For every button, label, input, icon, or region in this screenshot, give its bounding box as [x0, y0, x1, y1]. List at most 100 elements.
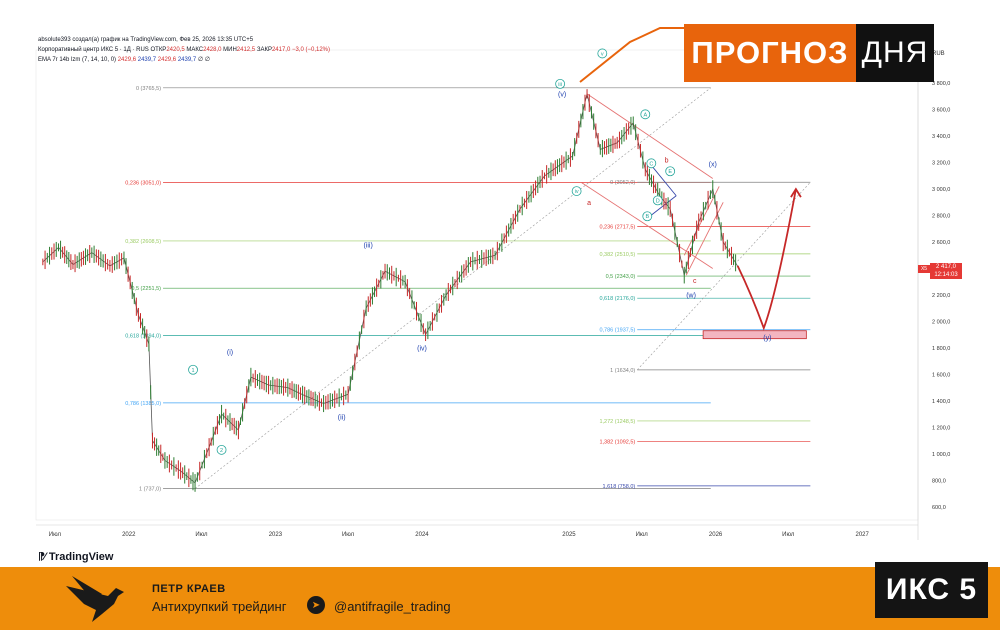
plot-frame	[35, 49, 919, 521]
ema-info: EMA 7r 14b lzm (7, 14, 10, 0) 2429,6 243…	[38, 56, 210, 64]
banner-left: ПРОГНОЗ	[684, 24, 856, 82]
last-price-badge: X5	[918, 265, 930, 273]
wave-marker	[640, 109, 651, 120]
fib-level-label: 0,382 (2608,5)	[125, 239, 161, 245]
fib-level-label: 0,236 (3051,0)	[125, 180, 161, 186]
x-tick-label: Июл	[342, 532, 355, 538]
chart-grid	[35, 49, 919, 540]
wave-label: (w)	[686, 293, 696, 300]
ohlc-value-3: 2417,0	[271, 47, 291, 53]
fib2-level-label: 1,272 (1248,5)	[599, 419, 635, 425]
ema-value-4: 2439,7	[177, 57, 197, 63]
x-axis: Июл 2022 Июл 2023 Июл 2024 2025 Июл 2026 Июл 2027	[49, 532, 870, 538]
wave-label: (iv)	[417, 346, 427, 353]
x-tick-label: 2026	[709, 532, 723, 538]
triangle-line-2	[650, 165, 677, 197]
wave-label: (x)	[709, 162, 717, 169]
forecast-banner: ПРОГНОЗ ДНЯ	[684, 24, 934, 82]
y-tick-label: 600,0	[932, 505, 946, 511]
fib2-level-label: 0,382 (2510,5)	[599, 252, 635, 258]
wave-label: b	[665, 158, 669, 165]
wave-label: iii	[558, 82, 562, 88]
y-tick-label: 1 000,0	[932, 452, 950, 458]
price-series	[42, 89, 739, 492]
y-tick-label: 1 600,0	[932, 372, 950, 378]
fib-level-label: 1 (737,0)	[139, 487, 161, 493]
banner-right: ДНЯ	[856, 24, 934, 82]
target-zone	[702, 330, 807, 340]
fib-extension-secondary: 0 (3052,0) 0,236 (2717,5) 0,382 (2510,5) 0,…	[599, 180, 811, 490]
y-tick-label: 3 800,0	[932, 81, 950, 87]
banner-right-text: ДНЯ	[861, 36, 929, 69]
forecast-curve	[736, 188, 797, 331]
forecast-arrowhead	[790, 187, 802, 198]
y-axis: 600,0 800,0 1 000,0 1 200,0 1 400,0 1 600,0 1 …	[932, 51, 950, 511]
ticker-box: ИКС 5	[875, 562, 988, 618]
author-name: ПЕТР КРАЕВ	[152, 583, 226, 595]
wedge-top-line	[586, 93, 714, 179]
fib2-level-label: 0,236 (2717,5)	[599, 225, 635, 231]
x-tick-label: 2022	[122, 532, 136, 538]
x-tick-label: Июл	[636, 532, 649, 538]
footer-bar: ПЕТР КРАЕВ Антихрупкий трейдинг ➤ @antif…	[0, 567, 1000, 630]
currency-label: RUB	[932, 51, 945, 57]
last-price-value: 2 417,0	[935, 264, 957, 270]
wave-marker	[642, 211, 653, 222]
tradingview-text: TradingView	[48, 550, 114, 563]
wave-label: iv	[575, 189, 579, 195]
ohlc-value-1: 2428,0	[203, 47, 222, 53]
fib2-level-label: 0 (3052,0)	[610, 180, 635, 186]
bird-logo-icon	[66, 576, 124, 622]
fib2-level-label: 1,618 (758,0)	[603, 484, 636, 490]
wave-label: (ii)	[338, 414, 346, 421]
wave-label: E	[668, 169, 672, 175]
published-line: absolute393 создал(а) график на TradingV…	[38, 37, 254, 43]
ohlc-value-4: −3,0 (−0,12%)	[291, 47, 331, 53]
x-tick-label: 2025	[562, 532, 576, 538]
x-tick-label: Июл	[782, 532, 795, 538]
ticker-text: ИКС 5	[885, 573, 978, 606]
fib-retracement-main: 0 (3765,5) 0,236 (3051,0) 0,382 (2608,5) 0,…	[125, 86, 711, 493]
x-tick-label: Июл	[195, 532, 208, 538]
wave-marker	[571, 186, 582, 196]
trend-drawings	[579, 27, 807, 340]
fib2-trend-line	[637, 182, 811, 371]
x-tick-label: 2027	[855, 532, 869, 538]
ema-value-2: 2439,7	[137, 57, 157, 63]
wave-marker	[665, 166, 676, 177]
telegram-icon: ➤	[307, 596, 325, 614]
wave-label: A	[643, 112, 647, 118]
ohlc-label-0: ОТКР	[150, 47, 167, 53]
wave-marker	[188, 364, 198, 375]
x-tick-label: Июл	[49, 532, 62, 538]
wave-marker	[216, 444, 227, 455]
wave-label: 2	[220, 448, 223, 454]
wave-marker	[652, 195, 663, 206]
ohlc-values: ОТКР2420,5 МАКС2428,0 МИН2412,5 ЗАКР2417…	[150, 47, 330, 53]
y-tick-label: 3 600,0	[932, 108, 950, 114]
y-tick-label: 3 200,0	[932, 161, 950, 167]
ohlc-label-3: ЗАКР	[255, 47, 272, 53]
ema-value-3: 2429,6	[157, 57, 177, 63]
wave-marker	[597, 48, 608, 59]
telegram-handle[interactable]: @antifragile_trading	[334, 599, 451, 614]
fib2-level-label: 0,5 (2343,0)	[606, 274, 636, 280]
x-tick-label: 2024	[415, 532, 429, 538]
wave-marker	[646, 158, 657, 169]
ohlc-value-0: 2420,5	[166, 47, 185, 53]
ohlc-label-2: МИН	[221, 47, 237, 53]
triangle-line-1	[647, 195, 677, 219]
last-price-countdown: 12:14:03	[934, 272, 958, 278]
y-tick-label: 3 400,0	[932, 134, 950, 140]
y-tick-label: 1 800,0	[932, 346, 950, 352]
fib-level-label: 0,786 (1385,0)	[125, 401, 161, 407]
x-tick-label: 2023	[269, 532, 283, 538]
forecast-path	[736, 187, 802, 331]
wave-label: C	[649, 161, 653, 167]
y-tick-label: 1 200,0	[932, 425, 950, 431]
y-tick-label: 2 800,0	[932, 214, 950, 220]
banner-arrow	[579, 27, 684, 83]
last-price-tag: 2 417,0 12:14:03	[930, 263, 962, 279]
wave-label: c	[693, 278, 697, 285]
